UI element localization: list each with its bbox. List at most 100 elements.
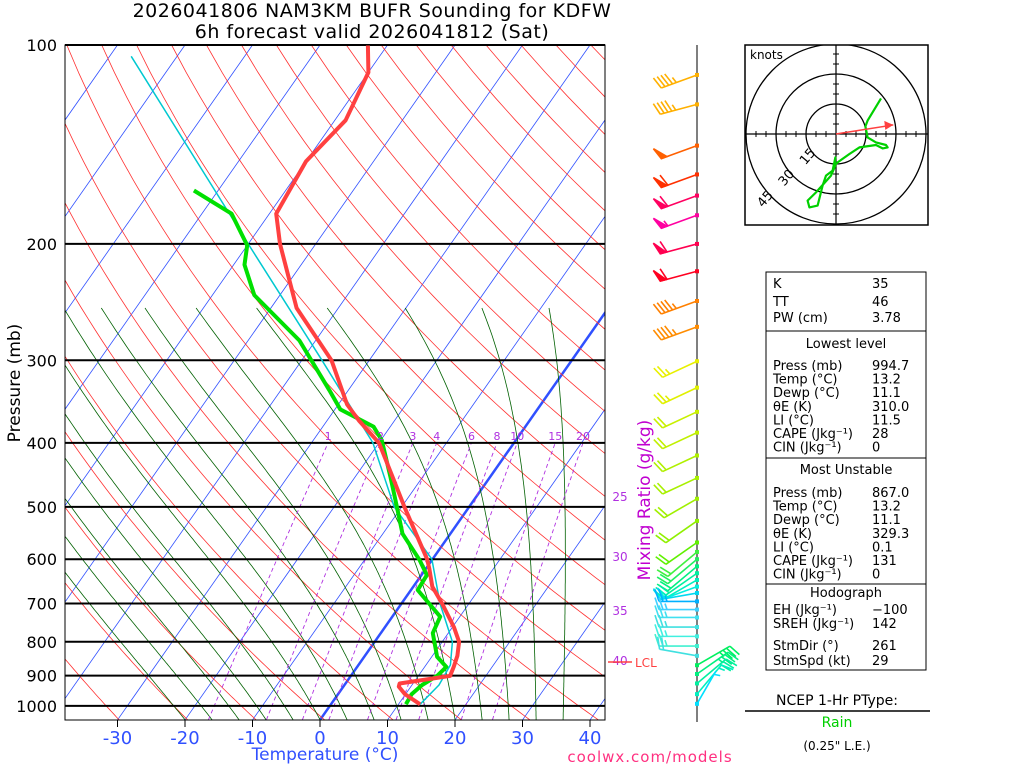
wind-barb-dot <box>695 172 699 177</box>
wind-barb-dot <box>695 663 699 668</box>
wind-barb-half-feather <box>663 220 669 227</box>
dry-adiabat-line <box>65 431 325 720</box>
wind-barb-feather <box>729 645 740 656</box>
wind-barb-feather <box>656 569 669 578</box>
profiles <box>130 45 462 706</box>
isotherm-line <box>65 45 456 603</box>
wind-barb-feather <box>656 636 661 650</box>
most-unstable-row-label: LI (°C) <box>773 540 814 555</box>
wind-barb-feather <box>659 240 668 253</box>
wind-barb-feather <box>658 553 670 563</box>
wind-barb-shaft <box>662 386 698 405</box>
wind-barb-feather <box>653 367 664 378</box>
wind-barb <box>653 475 699 495</box>
wind-barb-feather <box>658 589 664 602</box>
isotherm-line <box>117 45 591 720</box>
wind-barb-feather <box>653 393 664 405</box>
hodograph-index-row-label: EH (Jkg⁻¹) <box>773 603 837 618</box>
wind-barb-feather <box>725 658 738 667</box>
moist-adiabat-line <box>65 413 294 720</box>
mixing-ratio-line <box>301 442 414 720</box>
wind-barb-dot <box>695 607 699 612</box>
wind-barb-shaft <box>696 651 729 675</box>
wind-barb-shaft <box>667 551 698 578</box>
pressure-tick-label: 100 <box>26 36 57 55</box>
mixing-ratio-tick-label: 4 <box>433 430 440 443</box>
wind-barb-feather <box>654 589 660 602</box>
moist-adiabat-line <box>144 307 402 720</box>
wind-barb-feather <box>654 508 665 519</box>
lowest-level-row-label: θE (K) <box>773 400 812 415</box>
wind-barb-feather <box>664 299 674 311</box>
storm-motion-arrow <box>835 124 894 135</box>
wind-barb-shaft <box>661 300 698 315</box>
wind-barb-dot <box>695 540 699 545</box>
dry-adiabat-line <box>310 45 605 371</box>
wind-barb-feather <box>724 653 736 663</box>
credit-link[interactable]: coolwx.com/models <box>567 748 732 766</box>
mixing-ratio-tick-label: 8 <box>493 430 500 443</box>
wind-barb-feather <box>656 76 666 88</box>
wind-barb-shaft <box>661 585 698 601</box>
wind-barb <box>654 597 699 612</box>
wind-barb-dot <box>695 634 699 639</box>
isotherm-line <box>387 408 605 720</box>
wind-barb <box>652 100 699 116</box>
wind-barb-feather <box>660 101 669 113</box>
wind-barb-shaft <box>662 431 698 450</box>
wind-barb-dot <box>695 701 699 706</box>
wind-barb-feather <box>659 580 672 589</box>
wind-barb-shaft <box>661 74 698 89</box>
dry-adiabat-line <box>65 582 188 720</box>
isotherm-line <box>454 504 605 720</box>
dry-adiabat-line <box>206 45 605 497</box>
lowest-level-row-label: Temp (°C) <box>772 373 838 388</box>
temperature-tick-label: 0 <box>314 728 325 749</box>
wind-barb-feather <box>656 416 667 427</box>
hodograph-index-row-value: 29 <box>872 654 889 669</box>
ptype-value: Rain <box>822 715 853 731</box>
wind-barb-half-feather <box>664 595 668 602</box>
wind-barb-dot <box>695 409 699 414</box>
wind-barb-dot <box>695 241 699 246</box>
wind-barb-feather <box>652 103 661 115</box>
pressure-tick-label: 400 <box>26 434 57 453</box>
wind-barb-dot <box>695 584 699 589</box>
wind-barb-dot <box>695 653 699 658</box>
hodograph-index-row-value: 261 <box>872 639 897 654</box>
isotherm-line <box>252 215 605 720</box>
wind-barb-dot <box>695 615 699 620</box>
wind-barb-shaft <box>662 360 698 379</box>
wind-barb <box>695 651 739 677</box>
wind-barb <box>653 359 699 379</box>
temperature-tick-label: 10 <box>376 728 399 749</box>
wind-barb-feather <box>659 174 669 186</box>
mixing-ratio-line <box>492 442 584 720</box>
wind-barb-dot <box>695 496 699 501</box>
most-unstable-row-value: 329.3 <box>872 527 909 542</box>
most-unstable-row-value: 13.2 <box>872 500 901 515</box>
right-isotherm-label: 25 <box>612 490 627 504</box>
wind-barb-feather <box>658 614 664 628</box>
moist-adiabat-line <box>404 307 510 720</box>
wind-barb-feather <box>656 482 667 493</box>
isotherm-line <box>522 601 605 720</box>
hodograph-index-row-label: StmDir (°) <box>773 639 839 654</box>
wind-barb <box>652 213 699 230</box>
wind-barb-dot <box>695 453 699 458</box>
wind-barb-pennant <box>652 242 668 255</box>
dry-adiabat-line <box>136 45 605 586</box>
wind-barb-feather <box>653 418 664 429</box>
hodograph-header: Hodograph <box>810 586 882 601</box>
temperature-tick-label: -20 <box>170 728 199 749</box>
isotherm-line <box>65 45 253 314</box>
wind-barb-feather <box>660 637 665 651</box>
wind-barb-feather <box>660 300 670 312</box>
most-unstable-header: Most Unstable <box>800 463 893 478</box>
temperature-tick-label: 30 <box>511 728 534 749</box>
mixing-ratio-tick-label: 15 <box>548 430 562 443</box>
wind-barb-feather <box>652 303 662 315</box>
wind-barb <box>656 549 699 578</box>
wind-barb-feather <box>658 532 670 542</box>
wind-barb-dot <box>695 644 699 649</box>
